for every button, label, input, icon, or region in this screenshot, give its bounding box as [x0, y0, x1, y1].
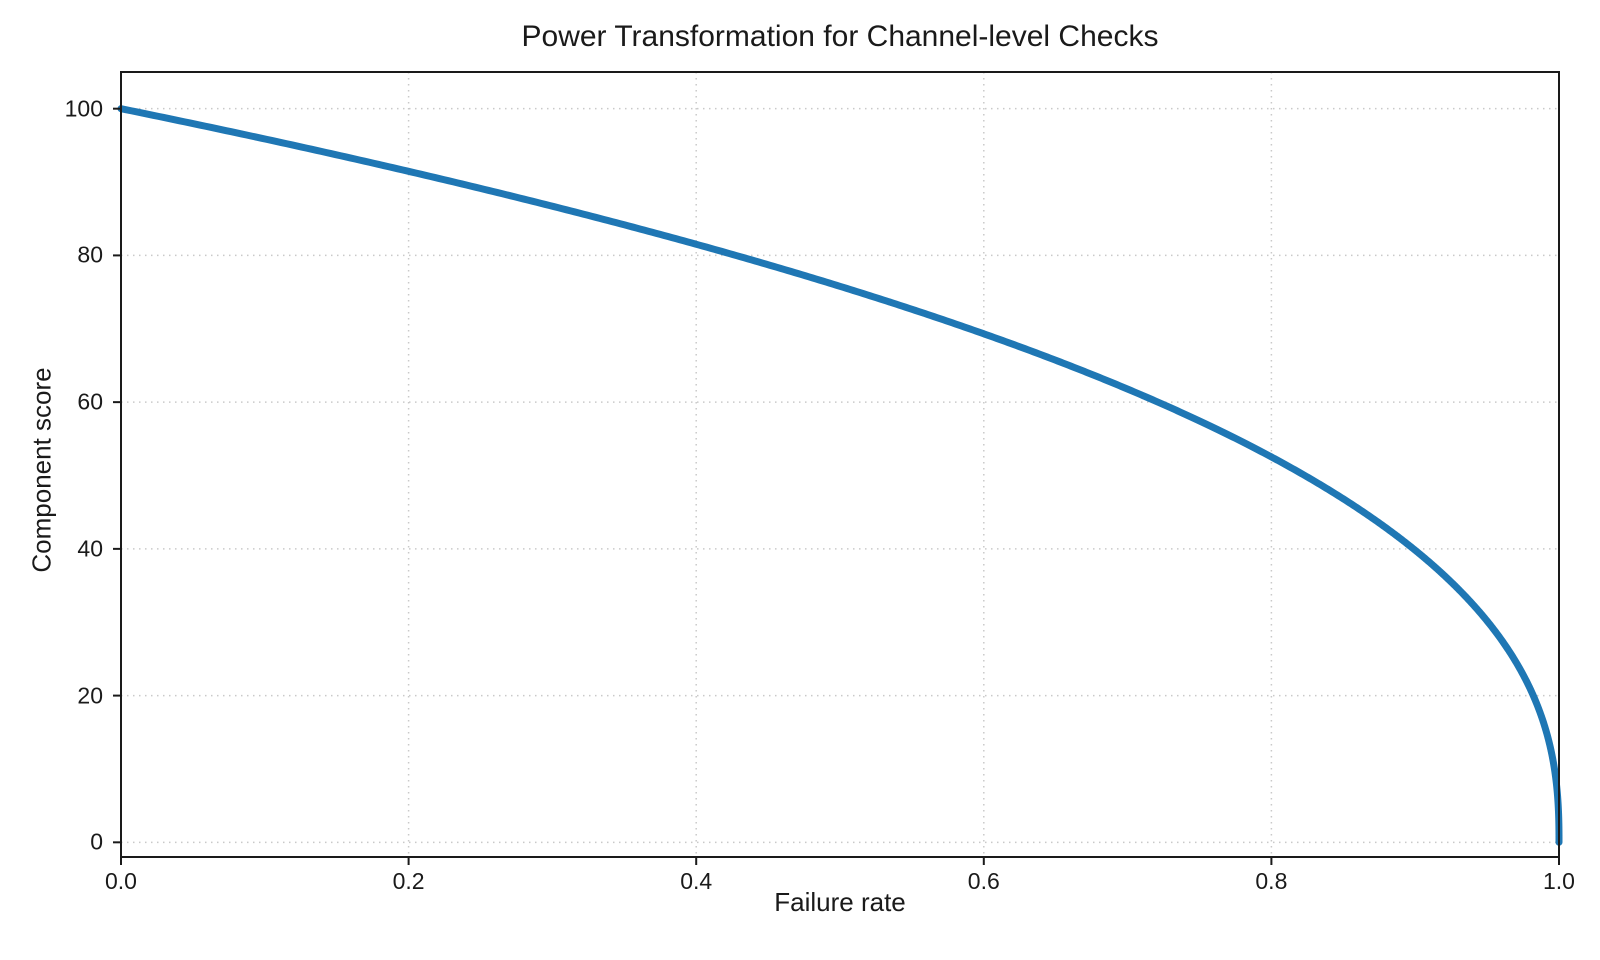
y-axis-label: Component score	[26, 367, 57, 573]
x-tick-label: 0.4	[680, 868, 713, 894]
x-tick-label: 1.0	[1543, 868, 1575, 894]
y-tick-label: 60	[77, 388, 103, 415]
data-series-line	[117, 105, 1563, 846]
x-tick-label: 0.2	[392, 868, 425, 894]
x-tick-label: 0.6	[967, 868, 1000, 894]
x-axis-label: Failure rate	[774, 887, 906, 917]
plot-border	[120, 71, 1560, 858]
y-tick-label: 80	[77, 241, 103, 268]
y-tick-label: 100	[64, 95, 103, 122]
x-tick-label: 0.8	[1255, 868, 1288, 894]
y-tick-label: 20	[77, 682, 103, 709]
chart-title: Power Transformation for Channel-level C…	[521, 20, 1159, 53]
y-tick-label: 0	[90, 828, 103, 855]
y-tick-label: 40	[77, 535, 103, 562]
x-tick-label: 0.0	[105, 868, 137, 894]
